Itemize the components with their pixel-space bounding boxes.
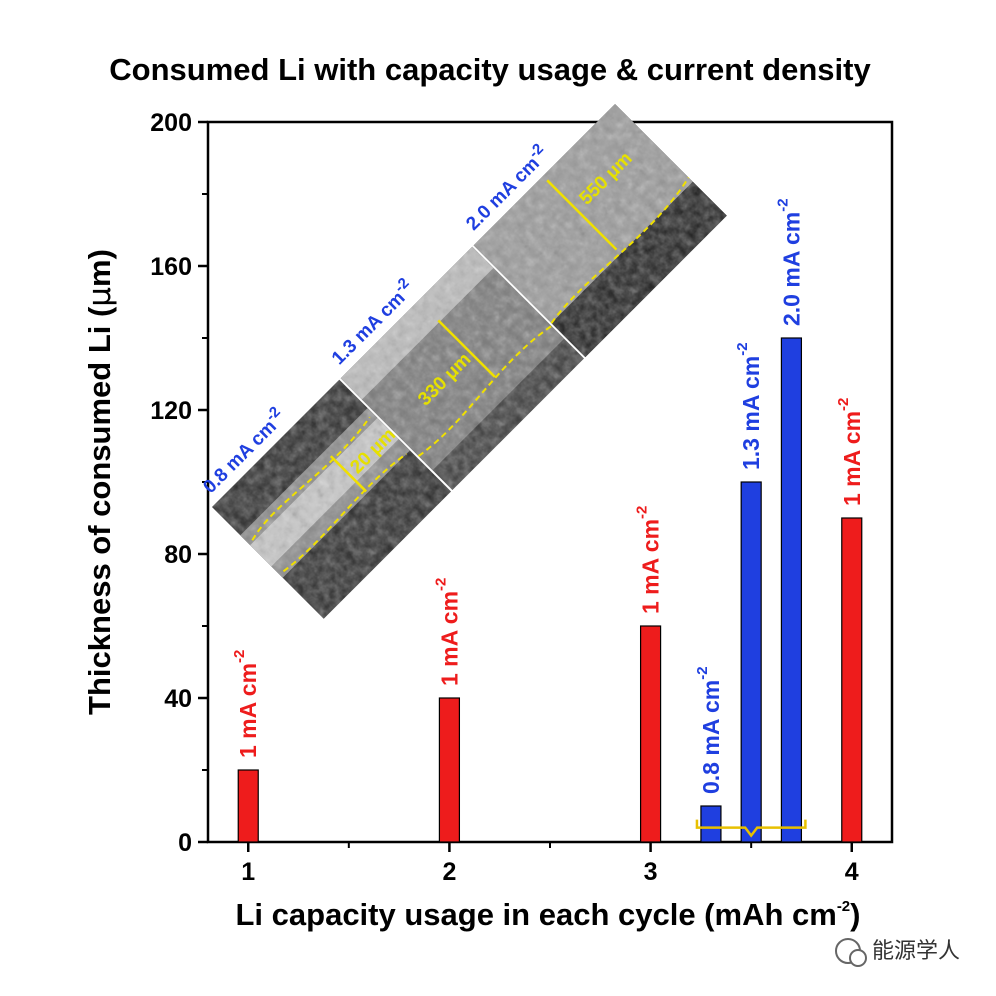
bar xyxy=(237,769,259,843)
bar xyxy=(841,517,863,843)
sem-inset: 20 μm 330 μm 550 μm 0.8 mA cm-2 1.3 mA c… xyxy=(199,103,727,619)
sem-panel-1: 20 μm xyxy=(212,379,452,619)
bracket xyxy=(695,819,807,838)
x-tick-label: 3 xyxy=(644,858,658,886)
x-tick-label: 1 xyxy=(241,858,255,886)
y-tick-label: 0 xyxy=(178,829,192,857)
sem-panel-3: 550 μm xyxy=(473,103,727,358)
sem-boundary-2 xyxy=(417,325,552,457)
y-tick-label: 120 xyxy=(150,397,192,425)
bar xyxy=(639,625,662,843)
y-tick-label: 80 xyxy=(164,541,192,569)
bar-label: 1.3 mA cm-2 xyxy=(734,342,764,470)
wechat-icon-bubble xyxy=(849,949,867,967)
y-tick-label: 40 xyxy=(164,685,192,713)
x-tick-label: 4 xyxy=(845,858,859,886)
bar xyxy=(438,697,461,843)
bar-label: 1 mA cm-2 xyxy=(432,578,462,686)
watermark: 能源学人 xyxy=(835,938,960,967)
bar xyxy=(700,805,722,843)
bar xyxy=(780,337,803,843)
bar xyxy=(740,481,762,843)
x-tick-label: 2 xyxy=(442,858,456,886)
bar-label: 1 mA cm-2 xyxy=(231,650,261,758)
y-axis-title: Thickness of consumed Li (μm) xyxy=(82,249,118,715)
x-axis-title: Li capacity usage in each cycle (mAh cm-… xyxy=(236,897,861,932)
bar-label: 1 mA cm-2 xyxy=(835,398,865,506)
y-tick-label: 200 xyxy=(150,109,192,137)
bar-label: 1 mA cm-2 xyxy=(634,506,664,614)
sem-scale-bar-1 xyxy=(329,455,368,493)
bar-label: 2.0 mA cm-2 xyxy=(774,198,804,326)
y-tick-label: 160 xyxy=(150,253,192,281)
chart-title: Consumed Li with capacity usage & curren… xyxy=(109,52,871,87)
sem-boundary-1b xyxy=(282,453,408,573)
sem-boundary-3 xyxy=(550,176,690,324)
sem-scale-bar-2 xyxy=(437,319,496,378)
sem-scale-bar-3 xyxy=(546,179,618,251)
sem-panel-2: 330 μm xyxy=(340,246,584,491)
y-axis-title-mu: μ xyxy=(82,287,118,307)
watermark-text: 能源学人 xyxy=(872,939,960,964)
bar-label: 0.8 mA cm-2 xyxy=(694,666,724,794)
